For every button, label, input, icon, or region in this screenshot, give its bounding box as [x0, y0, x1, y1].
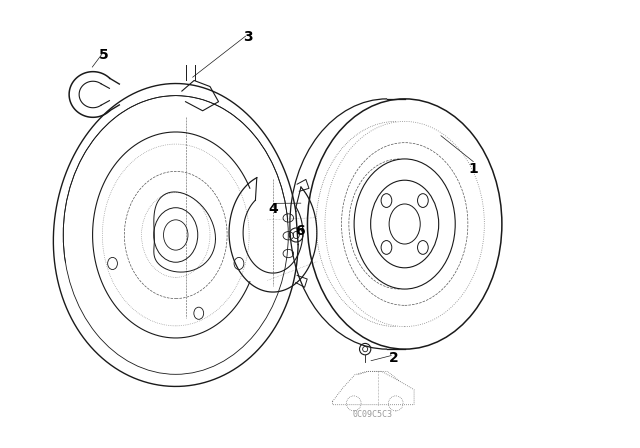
Text: 3: 3 [243, 30, 253, 44]
Text: 4: 4 [268, 202, 278, 215]
Text: 2: 2 [389, 351, 399, 365]
Text: 6: 6 [295, 224, 305, 237]
Text: 0C09C5C3: 0C09C5C3 [352, 410, 392, 419]
Text: 5: 5 [99, 48, 109, 62]
Text: 1: 1 [468, 162, 479, 176]
